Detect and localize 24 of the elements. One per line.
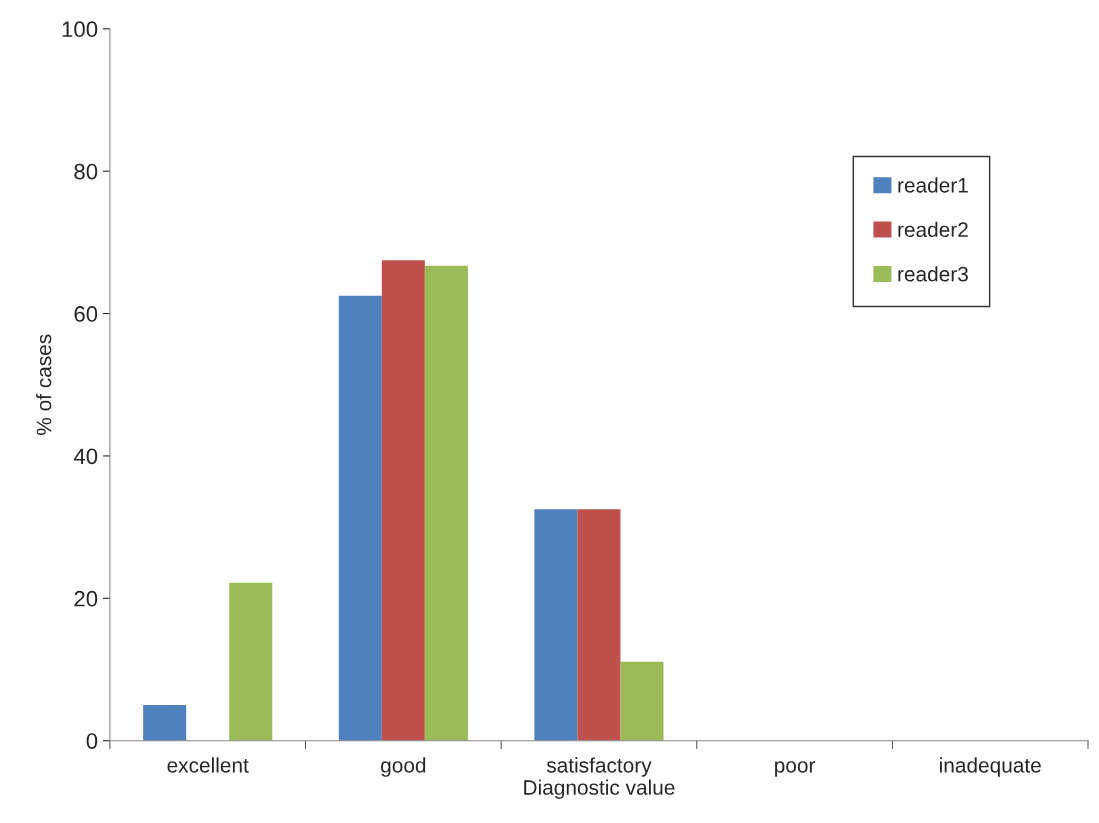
x-tick-label: satisfactory — [546, 757, 652, 777]
x-tick-label: poor — [775, 761, 816, 777]
bar — [381, 260, 425, 741]
y-tick-label: 0 — [86, 733, 98, 749]
legend-label: reader1 — [898, 177, 968, 193]
x-tick-label: good — [381, 757, 426, 777]
y-tick-label: 100 — [62, 21, 98, 38]
legend-label: reader3 — [898, 266, 968, 282]
bar — [534, 509, 578, 741]
y-tick-label: 40 — [73, 448, 98, 465]
x-tick-label: inadequate — [940, 757, 1041, 777]
x-tick-label: excellent — [167, 757, 249, 773]
y-axis-title: % of cases — [36, 334, 52, 435]
legend-label: reader2 — [898, 221, 968, 238]
bar — [338, 295, 382, 741]
bar — [620, 661, 664, 741]
x-axis-title: Diagnostic value — [524, 779, 675, 799]
bar — [577, 509, 621, 741]
bar — [424, 265, 468, 741]
y-tick-label: 60 — [74, 306, 98, 322]
bar — [143, 705, 187, 741]
bar — [229, 582, 273, 741]
y-tick-label: 20 — [74, 590, 98, 607]
y-tick-label: 80 — [74, 163, 98, 180]
